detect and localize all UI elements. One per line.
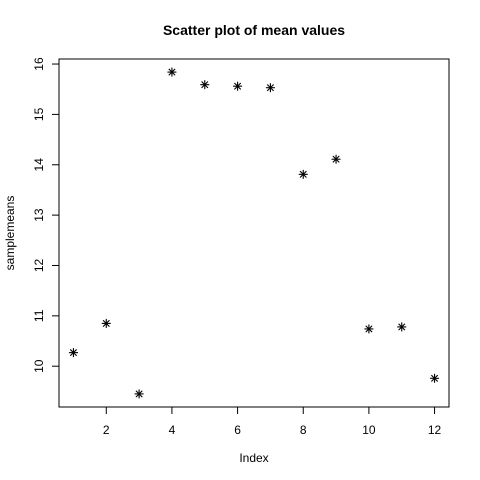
- data-point-1: [68, 348, 78, 358]
- y-tick-label-4: 14: [32, 158, 46, 172]
- x-tick-label-4: 10: [362, 423, 376, 437]
- data-point-3: [134, 389, 144, 399]
- x-axis-label: Index: [239, 451, 268, 465]
- x-tick-label-5: 12: [428, 423, 442, 437]
- data-point-12: [430, 373, 440, 383]
- x-axis: 2 4 6 8 10 12: [103, 407, 442, 437]
- data-point-10: [364, 324, 374, 334]
- x-tick-label-2: 6: [234, 423, 241, 437]
- y-axis-label: samplemeans: [3, 196, 17, 271]
- y-tick-label-5: 15: [32, 107, 46, 121]
- x-tick-label-0: 2: [103, 423, 110, 437]
- data-point-7: [265, 83, 275, 93]
- data-point-4: [167, 67, 177, 77]
- chart-title: Scatter plot of mean values: [163, 22, 345, 38]
- y-axis: 10 11 12 13 14 15 16: [32, 57, 59, 373]
- data-point-6: [233, 81, 243, 91]
- plot-area-frame: [58, 58, 450, 408]
- x-tick-label-3: 8: [300, 423, 307, 437]
- data-point-8: [298, 169, 308, 179]
- data-point-2: [101, 318, 111, 328]
- y-tick-label-1: 11: [32, 309, 46, 322]
- y-tick-label-2: 12: [32, 258, 46, 272]
- x-tick-label-1: 4: [169, 423, 176, 437]
- data-point-9: [331, 154, 341, 164]
- y-tick-label-0: 10: [32, 359, 46, 373]
- data-points: [68, 67, 440, 399]
- y-tick-label-3: 13: [32, 208, 46, 222]
- data-point-11: [397, 322, 407, 332]
- y-tick-label-6: 16: [32, 57, 46, 71]
- data-point-5: [200, 80, 210, 90]
